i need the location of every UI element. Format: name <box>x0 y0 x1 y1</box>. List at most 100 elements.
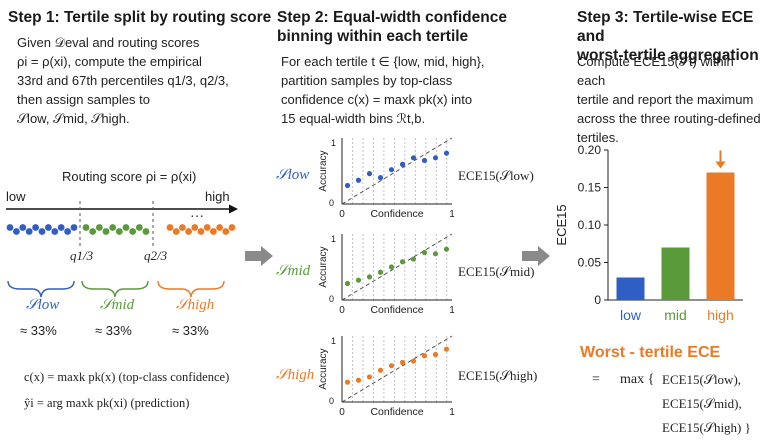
reliability-point-mid <box>344 280 351 287</box>
bar-y-tick-label: 0.15 <box>578 181 602 195</box>
step1-title: Step 1: Tertile split by routing score <box>8 9 272 26</box>
step1-body-line: then assign samples to <box>17 92 150 107</box>
step2-body-line: 15 equal-width bins ℛt,b. <box>281 111 426 126</box>
step2-body-line: confidence c(x) = maxk pk(x) into <box>281 92 473 107</box>
routing-dot-mid <box>129 228 137 235</box>
y-tick-1: 1 <box>331 336 336 346</box>
routing-axis-arrowhead <box>229 204 238 214</box>
step3-body-line: across the three routing-defined <box>577 111 761 126</box>
x-axis-label: Confidence <box>370 208 423 220</box>
routing-axis-diagram <box>6 201 238 298</box>
bar-low <box>616 277 645 300</box>
perfect-calibration-line <box>341 137 453 205</box>
step3-body-line: tertiles. <box>577 130 619 145</box>
routing-dot-high <box>210 228 217 235</box>
reliability-point-low <box>366 171 373 177</box>
routing-dot-high <box>197 228 205 235</box>
routing-dot-low <box>64 228 71 235</box>
ece-bar-chart: 0 0.05 0.10 0.15 0.20 ECE15 low mid high <box>554 143 743 323</box>
routing-dot-high <box>166 224 174 231</box>
y-axis-label: Accuracy <box>318 150 329 191</box>
reliability-point-low <box>399 161 406 167</box>
step3-title-line: Step 3: Tertile-wise ECE and <box>577 9 754 45</box>
routing-dot-low <box>19 224 27 231</box>
reliability-point-high <box>355 377 362 383</box>
routing-dot-mid <box>102 228 110 235</box>
step3-title-line: worst-tertile aggregation <box>577 47 759 64</box>
step3-body: Compute ECE15(𝒮t) within each tertile an… <box>577 52 762 147</box>
reliability-point-low <box>410 155 417 161</box>
reliability-point-mid <box>432 251 439 257</box>
x-axis-label: Confidence <box>370 304 423 316</box>
reliability-point-high <box>421 353 428 359</box>
worst-tertile-title: Worst - tertile ECE <box>580 344 721 361</box>
ellipsis: … <box>190 206 204 221</box>
bar-y-tick-label: 0.20 <box>578 143 602 157</box>
panel-high-ece: ECE15(𝒮high) <box>458 368 538 383</box>
group-low-pct: ≈ 33% <box>20 323 57 338</box>
step1-body-line: 𝒮low, 𝒮mid, 𝒮high. <box>17 111 130 126</box>
routing-dot-high <box>203 224 211 231</box>
step3-body-line: tertile and report the maximum <box>577 92 754 107</box>
step2-body: For each tertile t ∈ {low, mid, high}, p… <box>281 52 516 128</box>
bar-category-label-mid: mid <box>664 307 687 323</box>
routing-dot-low <box>13 228 20 235</box>
formula-term-mid: ECE15(𝒮mid), <box>662 396 742 411</box>
routing-dot-low <box>6 224 14 231</box>
reliability-panel-high: 0 1 0 1 Confidence Accuracy <box>318 335 455 418</box>
y-axis-label: Accuracy <box>318 246 329 287</box>
routing-dot-low <box>32 224 39 231</box>
q1-label: q1/3 <box>70 248 94 263</box>
panel-high-set-label: 𝒮high <box>276 367 315 383</box>
group-high-pct: ≈ 33% <box>172 323 209 338</box>
bar-y-tick-label: 0 <box>594 293 601 307</box>
reliability-panel-low: 0 1 0 1 Confidence Accuracy <box>318 137 455 220</box>
routing-dot-low <box>57 224 65 231</box>
reliability-point-mid <box>377 269 384 275</box>
y-tick-1: 1 <box>331 138 336 148</box>
step2-title: Step 2: Equal-width confidence binning w… <box>277 8 507 46</box>
routing-dot-mid <box>109 224 117 231</box>
x-tick-0: 0 <box>339 407 345 418</box>
perfect-calibration-line <box>341 233 453 301</box>
reliability-point-low <box>432 155 439 161</box>
routing-dot-high <box>216 224 224 231</box>
routing-dot-high <box>228 224 236 231</box>
routing-dot-low <box>38 228 46 235</box>
routing-dot-low <box>25 228 33 235</box>
reliability-point-high <box>443 346 450 352</box>
reliability-point-low <box>388 167 395 173</box>
routing-dot-mid <box>142 228 150 235</box>
group-high-label: 𝒮high <box>176 297 215 313</box>
arrow-step2-to-step3 <box>522 246 550 266</box>
routing-dot-high <box>179 224 186 231</box>
reliability-point-mid <box>443 246 450 252</box>
x-tick-1: 1 <box>449 305 455 316</box>
routing-axis-high-label: high <box>205 189 230 204</box>
reliability-point-low <box>421 157 428 164</box>
routing-dot-low <box>70 224 78 231</box>
routing-dots <box>6 224 236 235</box>
perfect-calibration-line <box>341 335 453 403</box>
bar-category-label-low: low <box>620 307 642 323</box>
reliability-point-low <box>355 177 362 183</box>
group-mid-pct: ≈ 33% <box>95 323 132 338</box>
routing-dot-mid <box>135 224 143 231</box>
panel-mid-set-label: 𝒮mid <box>276 263 311 279</box>
step2-body-line: partition samples by top-class <box>281 73 453 88</box>
bar-mid <box>661 247 690 300</box>
panel-low-set-label: 𝒮low <box>276 167 310 183</box>
group-mid-label: 𝒮mid <box>100 297 135 313</box>
routing-dot-high <box>172 228 180 235</box>
formula-max: max { <box>620 372 655 387</box>
reliability-point-mid <box>399 259 406 265</box>
step2-body-line: For each tertile t ∈ {low, mid, high}, <box>281 54 485 69</box>
step1-body-line: Given 𝒟eval and routing scores <box>17 35 200 50</box>
routing-dot-high <box>185 228 193 235</box>
routing-dot-mid <box>122 224 130 231</box>
bar-high <box>706 172 735 300</box>
x-tick-1: 1 <box>449 407 455 418</box>
y-tick-1: 1 <box>331 234 336 244</box>
x-tick-1: 1 <box>449 209 455 220</box>
